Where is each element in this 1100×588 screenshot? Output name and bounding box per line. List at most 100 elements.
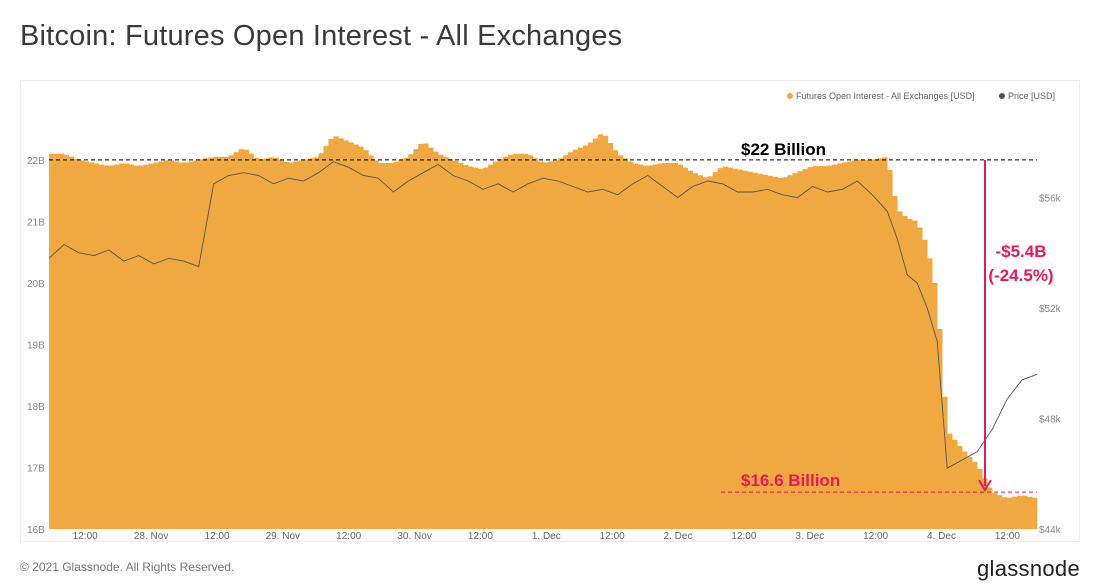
oi-bar <box>298 160 304 530</box>
oi-bar <box>503 156 509 529</box>
oi-bar <box>538 161 544 529</box>
oi-bar <box>143 164 150 529</box>
oi-bar <box>727 167 733 529</box>
y-tick-label-right: $56k <box>1039 194 1062 205</box>
y-tick-label-right: $48k <box>1039 415 1062 426</box>
oi-bar <box>572 149 579 529</box>
oi-bar <box>732 168 738 529</box>
oi-bar <box>667 162 674 529</box>
x-tick-label: 12:00 <box>600 531 625 542</box>
oi-bar <box>832 164 838 529</box>
oi-bar <box>617 155 624 530</box>
x-tick-label: 12:00 <box>204 531 229 542</box>
oi-bar <box>812 166 818 529</box>
x-tick-label: 12:00 <box>863 531 888 542</box>
oi-bar <box>1002 497 1008 529</box>
oi-bar <box>847 161 853 529</box>
oi-bar <box>887 169 893 529</box>
oi-bar <box>258 159 264 529</box>
oi-bar <box>872 159 878 529</box>
oi-bar <box>533 158 539 529</box>
oi-bar <box>93 163 100 529</box>
oi-bar <box>1017 495 1023 529</box>
oi-bar <box>88 162 95 529</box>
oi-bar <box>932 282 938 529</box>
oi-bar <box>857 159 863 529</box>
oi-bar <box>772 176 778 529</box>
oi-bar <box>547 161 554 529</box>
oi-bar <box>118 163 125 529</box>
oi-bar <box>173 161 180 529</box>
oi-bar <box>807 167 813 529</box>
oi-bar <box>463 165 469 529</box>
oi-bar <box>602 135 609 529</box>
oi-bar <box>373 160 379 530</box>
oi-bar <box>637 164 644 529</box>
oi-bar <box>577 147 584 530</box>
oi-bar <box>138 165 145 530</box>
oi-bar <box>697 175 703 529</box>
oi-bar <box>478 168 484 529</box>
label-drop-percent: (-24.5%) <box>988 266 1053 285</box>
oi-bar <box>368 155 374 530</box>
oi-bar <box>837 163 843 529</box>
y-tick-label-left: 18B <box>27 402 45 413</box>
oi-bar <box>587 142 594 530</box>
oi-bar <box>268 157 274 529</box>
y-tick-label-left: 22B <box>27 156 45 167</box>
oi-bar <box>98 164 105 529</box>
oi-bar <box>428 147 434 530</box>
oi-bar <box>108 165 115 530</box>
oi-bar <box>333 136 339 529</box>
oi-bar <box>248 153 254 529</box>
y-tick-label-left: 20B <box>27 279 45 290</box>
oi-bar <box>498 158 504 529</box>
oi-bar <box>483 167 489 529</box>
legend-marker-oi <box>787 93 793 99</box>
oi-bar <box>922 239 928 529</box>
oi-bar <box>797 171 803 529</box>
oi-bar <box>398 159 404 529</box>
oi-bar <box>388 162 394 529</box>
oi-bar <box>328 138 334 529</box>
oi-bar <box>288 162 294 529</box>
oi-bar <box>103 165 110 530</box>
label-16-6-billion: $16.6 Billion <box>741 471 840 490</box>
oi-bar <box>358 146 364 529</box>
oi-bar <box>972 461 978 529</box>
drop-arrow-head <box>978 479 992 493</box>
oi-bar <box>907 219 913 529</box>
oi-bar <box>737 169 743 529</box>
x-tick-label: 12:00 <box>336 531 361 542</box>
oi-bar <box>83 161 90 529</box>
oi-bar <box>133 165 140 530</box>
copyright: © 2021 Glassnode. All Rights Reserved. <box>20 560 235 574</box>
oi-bar <box>423 143 429 529</box>
oi-bar <box>468 166 474 529</box>
oi-bar <box>742 170 748 530</box>
oi-bar <box>842 162 848 529</box>
oi-bar <box>692 173 698 529</box>
label-drop-amount: -$5.4B <box>995 242 1046 261</box>
oi-bar <box>198 159 204 529</box>
oi-bar <box>682 167 689 529</box>
oi-bar <box>113 164 120 529</box>
y-axis-left: 16B 17B 18B 19B 20B 21B 22B <box>27 156 45 536</box>
oi-bar <box>592 138 599 529</box>
oi-bar <box>348 142 354 530</box>
brand-logo: glassnode <box>977 556 1080 581</box>
oi-bar <box>163 160 170 530</box>
oi-bar <box>957 445 963 529</box>
oi-bar <box>508 154 514 529</box>
oi-bar <box>53 153 60 529</box>
oi-bar <box>642 165 649 530</box>
oi-bar <box>158 161 165 529</box>
x-tick-label: 12:00 <box>995 531 1020 542</box>
x-tick-label: 28. Nov <box>134 531 168 542</box>
oi-bar <box>343 140 349 529</box>
x-tick-label: 12:00 <box>468 531 493 542</box>
legend-marker-price <box>999 93 1005 99</box>
oi-bar <box>203 158 209 529</box>
oi-bar <box>218 156 224 529</box>
oi-bar <box>652 164 659 529</box>
